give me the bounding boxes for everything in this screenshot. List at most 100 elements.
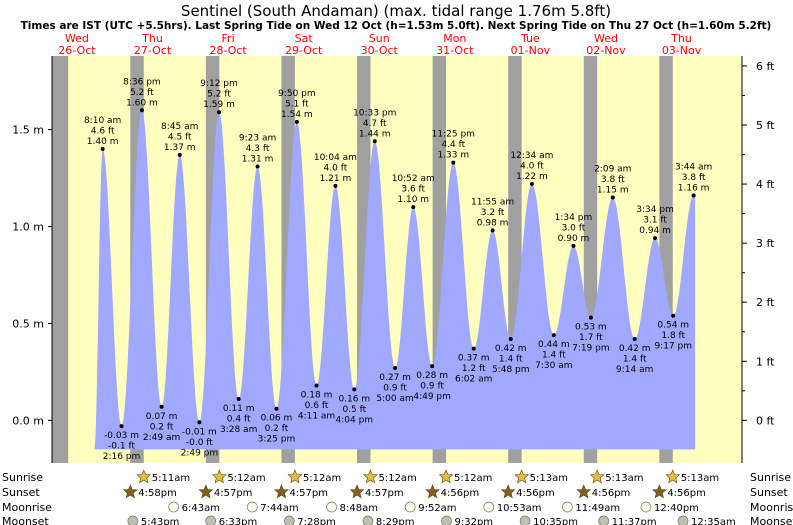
- tide-h-label: 1.37 m: [164, 143, 196, 153]
- high-tide-point: 3:44 am3.8 ft1.16 m: [675, 163, 712, 198]
- chart-subtitle: Times are IST (UTC +5.5hrs). Last Spring…: [21, 20, 772, 32]
- tide-time-label: 9:14 am: [616, 365, 653, 375]
- sunset-row-label-right: Sunset: [750, 486, 788, 499]
- tide-ft-label: 0.2 ft: [265, 424, 289, 434]
- chart-title: Sentinel (South Andaman) (max. tidal ran…: [181, 2, 611, 20]
- high-tide-point: 12:34 am4.0 ft1.22 m: [510, 151, 553, 186]
- tide-point-dot: [653, 236, 658, 241]
- moonrise-icon: [404, 501, 416, 513]
- tide-time-label: 11:55 am: [471, 197, 514, 207]
- moonrise-time-label: 6:43am: [182, 503, 220, 514]
- tide-point-dot: [372, 139, 377, 144]
- tide-ft-label: 4.5 ft: [168, 132, 192, 142]
- tide-ft-label: 1.7 ft: [579, 333, 603, 343]
- tide-point-dot: [471, 346, 476, 351]
- tide-ft-label: 3.8 ft: [682, 173, 706, 183]
- moonrise-icon: [483, 501, 495, 513]
- tide-ft-label: 3.0 ft: [562, 223, 586, 233]
- tide-h-label: 0.42 m: [619, 344, 651, 354]
- tide-ft-label: 1.4 ft: [499, 354, 523, 364]
- date-label: 31-Oct: [436, 44, 474, 57]
- sunrise-time-label: 5:12am: [454, 473, 492, 484]
- tide-point-dot: [100, 147, 105, 152]
- tide-time-label: 2:16 pm: [103, 452, 141, 462]
- tide-ft-label: 3.1 ft: [643, 216, 667, 226]
- tide-point-dot: [411, 205, 416, 210]
- right-tick-label: 3 ft: [756, 237, 775, 250]
- tide-ft-label: 1.8 ft: [661, 331, 685, 341]
- tide-h-label: 1.33 m: [437, 151, 469, 161]
- low-tide-point: 0.53 m1.7 ft7:19 pm: [572, 315, 610, 354]
- tide-time-label: 8:45 am: [161, 122, 198, 132]
- moonrise-time-label: 8:48am: [340, 503, 378, 514]
- tide-h-label: 0.28 m: [416, 371, 448, 381]
- tide-point-dot: [119, 424, 124, 429]
- tide-point-dot: [490, 228, 495, 233]
- tide-ft-label: 5.2 ft: [130, 88, 154, 98]
- tide-h-label: 0.54 m: [657, 321, 689, 331]
- tide-ft-label: 4.4 ft: [441, 140, 465, 150]
- tide-point-dot: [430, 364, 435, 369]
- tide-h-label: -0.01 m: [182, 427, 217, 437]
- moonset-icon: [205, 515, 217, 525]
- day-of-week-label: Mon: [443, 32, 466, 45]
- tide-h-label: 0.07 m: [146, 412, 178, 422]
- tide-time-label: 6:02 am: [455, 375, 492, 385]
- day-of-week-label: Thu: [141, 32, 163, 45]
- tide-time-label: 11:25 pm: [432, 130, 475, 140]
- tide-time-label: 2:09 am: [594, 164, 631, 174]
- high-tide-point: 10:52 am3.6 ft1.10 m: [392, 174, 435, 210]
- sunset-time-label: 4:56pm: [441, 488, 480, 499]
- tide-ft-label: 0.9 ft: [420, 382, 444, 392]
- sunrise-row-label-left: Sunrise: [2, 471, 43, 484]
- moonset-time-label: 9:32pm: [455, 517, 494, 525]
- sunrise-icon: [665, 469, 681, 484]
- low-tide-point: 0.37 m1.2 ft6:02 am: [455, 346, 492, 385]
- tide-time-label: 8:36 pm: [123, 77, 161, 87]
- sunrise-icon: [363, 469, 378, 484]
- low-tide-point: 0.16 m0.5 ft4:04 pm: [336, 387, 373, 425]
- sunrise-time-label: 5:12am: [227, 473, 265, 484]
- tide-point-dot: [236, 397, 241, 402]
- tide-time-label: 5:00 am: [376, 394, 413, 404]
- tide-time-label: 7:19 pm: [572, 344, 610, 354]
- moonrise-time-label: 9:52am: [418, 503, 456, 514]
- high-tide-point: 11:25 pm4.4 ft1.33 m: [432, 130, 475, 165]
- tide-time-label: 5:48 pm: [492, 365, 530, 375]
- tide-ft-label: 0.5 ft: [342, 405, 366, 415]
- tide-time-label: 9:23 am: [239, 133, 276, 143]
- tide-ft-label: 4.6 ft: [91, 127, 115, 137]
- tide-ft-label: 1.2 ft: [462, 364, 486, 374]
- tide-point-dot: [551, 333, 556, 338]
- tide-time-label: 8:10 am: [84, 116, 121, 126]
- moonset-row-label-right: Moonset: [750, 515, 793, 525]
- sunrise-time-label: 5:12am: [303, 473, 341, 484]
- sunset-time-label: 4:58pm: [138, 488, 177, 499]
- sunset-icon: [122, 484, 138, 499]
- sunset-time-label: 4:56pm: [667, 488, 706, 499]
- moonset-time-label: 10:35pm: [533, 517, 578, 525]
- tide-time-label: 2:49 pm: [181, 448, 219, 458]
- tide-h-label: 0.42 m: [495, 344, 527, 354]
- left-tick-label: 0.5 m: [12, 317, 44, 330]
- sunrise-time-label: 5:13am: [605, 473, 643, 484]
- right-tick-label: 2 ft: [756, 296, 775, 309]
- tide-h-label: 0.16 m: [338, 394, 370, 404]
- day-of-week-label: Sat: [295, 32, 314, 45]
- tide-ft-label: 0.2 ft: [150, 422, 174, 432]
- tide-time-label: 2:49 am: [143, 433, 180, 443]
- sunrise-icon: [136, 469, 152, 484]
- tide-time-label: 12:34 am: [510, 151, 553, 161]
- sunrise-time-label: 5:13am: [530, 473, 568, 484]
- tide-h-label: 1.10 m: [397, 195, 429, 205]
- low-tide-point: 0.07 m0.2 ft2:49 am: [143, 404, 180, 443]
- tide-point-dot: [274, 406, 279, 411]
- sunrise-time-label: 5:13am: [681, 473, 719, 484]
- date-label: 01-Nov: [511, 44, 551, 57]
- tide-ft-label: 0.9 ft: [383, 384, 407, 394]
- low-tide-point: 0.27 m0.9 ft5:00 am: [376, 366, 414, 404]
- high-tide-point: 11:55 am3.2 ft0.98 m: [471, 197, 514, 233]
- tide-point-dot: [632, 336, 637, 341]
- moonset-time-label: 8:29pm: [376, 517, 415, 525]
- low-tide-point: -0.03 m-0.1 ft2:16 pm: [103, 424, 141, 462]
